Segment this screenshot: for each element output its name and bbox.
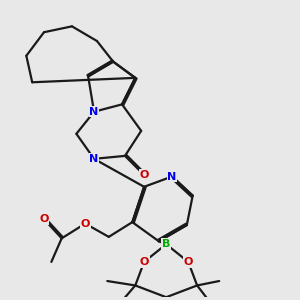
Text: N: N [89,154,99,164]
Text: O: O [140,257,149,267]
Text: O: O [140,170,149,180]
Text: N: N [89,107,99,117]
Text: O: O [184,257,193,267]
Text: N: N [167,172,177,182]
Text: O: O [39,214,49,224]
Text: B: B [162,239,170,249]
Text: O: O [80,219,90,229]
